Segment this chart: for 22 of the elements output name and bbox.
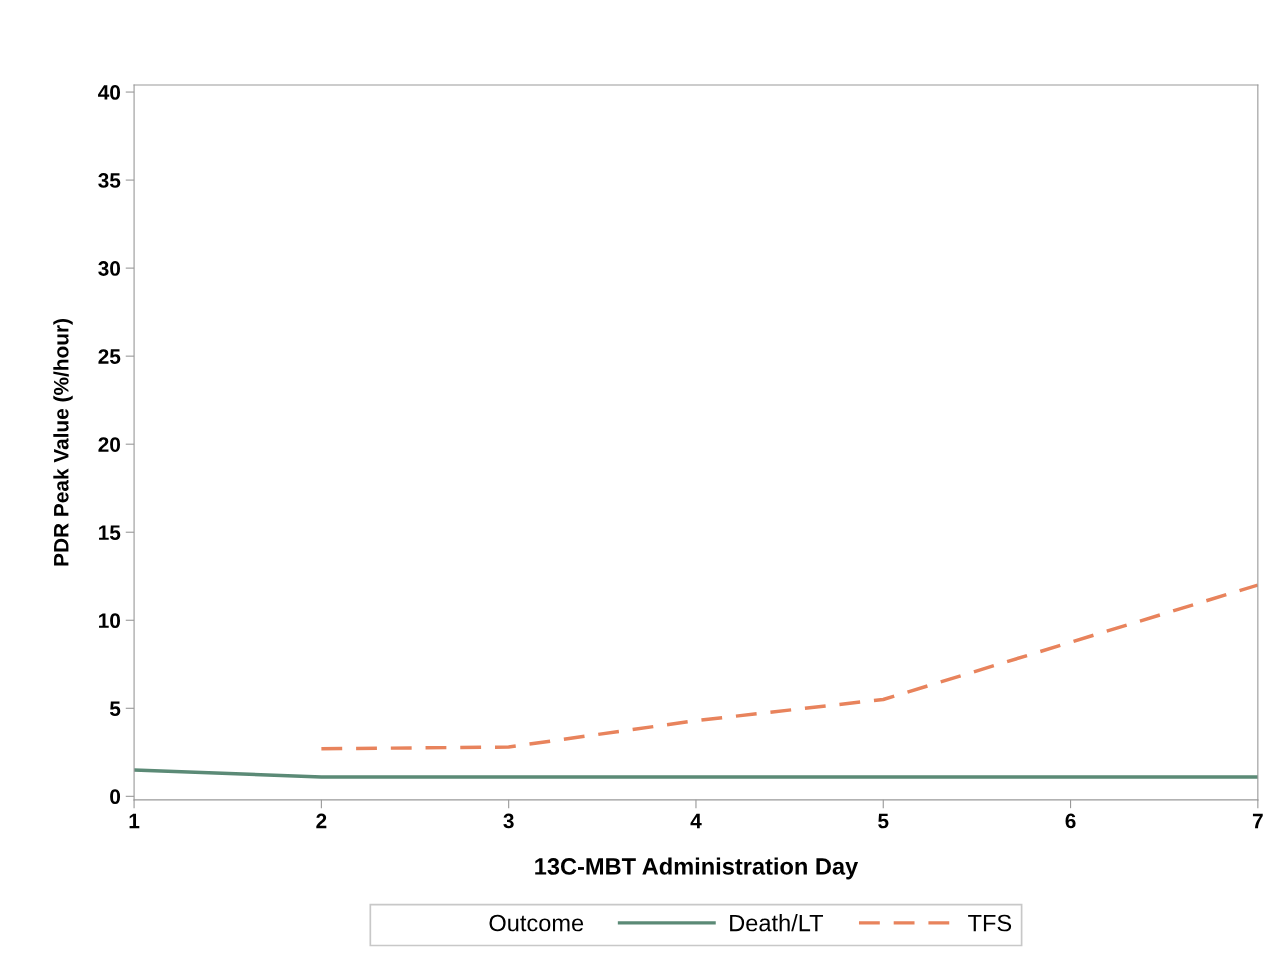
- y-tick-label: 10: [99, 613, 121, 629]
- x-tick-label: 6: [1065, 813, 1076, 829]
- y-tick-label: 25: [98, 349, 121, 364]
- x-tick-label: 4: [690, 813, 702, 829]
- y-tick-label: 20: [98, 437, 121, 452]
- x-tick-label: 3: [503, 813, 514, 829]
- y-tick-label: 35: [98, 173, 121, 188]
- line-series: [319, 583, 1258, 751]
- legend-label: Death/LT: [730, 914, 824, 932]
- y-tick-label: 15: [99, 525, 121, 540]
- x-axis-title: 13C-MBT Administration Day: [535, 857, 859, 880]
- x-tick-label: 1: [129, 813, 140, 829]
- legend-label: TFS: [968, 914, 1012, 932]
- y-tick-label: 5: [109, 701, 121, 717]
- y-axis-title: PDR Peak Value (%/hour): [53, 319, 73, 566]
- x-tick-label: 5: [878, 813, 889, 829]
- x-tick-label: 7: [1252, 813, 1263, 829]
- y-tick-label: 0: [110, 789, 121, 805]
- legend-title: Outcome: [489, 914, 584, 932]
- x-tick-label: 2: [316, 813, 327, 829]
- y-tick-label: 30: [98, 261, 121, 276]
- y-tick-label: 40: [98, 85, 121, 100]
